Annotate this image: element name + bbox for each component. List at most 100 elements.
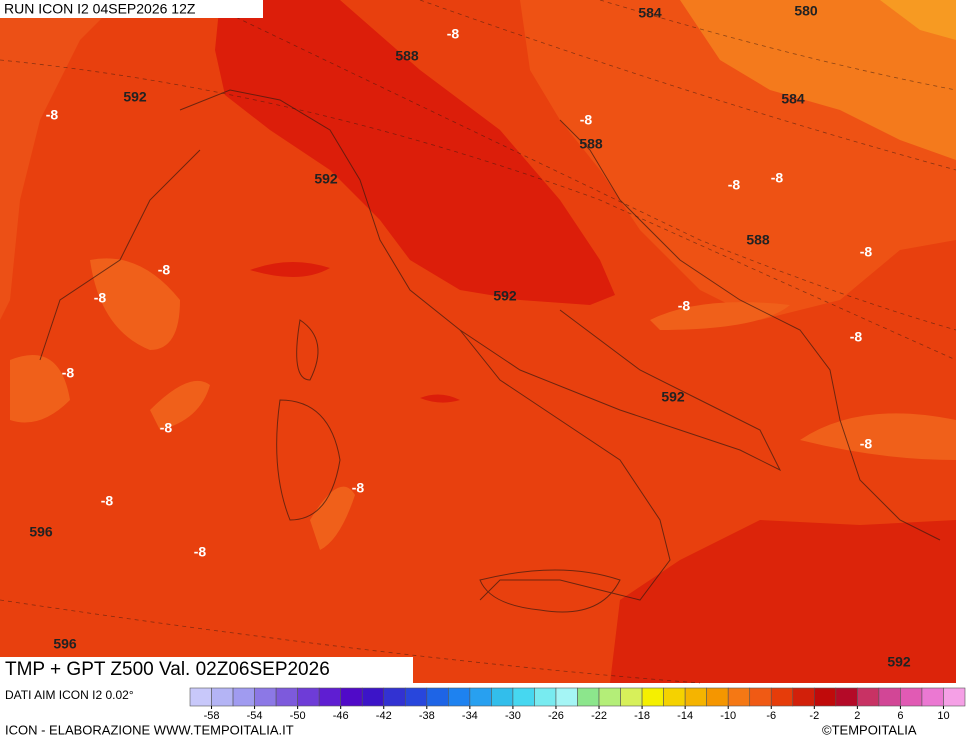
contour-label: -8 xyxy=(194,544,207,560)
colorbar-swatch xyxy=(706,687,729,707)
colorbar-tick-label: -54 xyxy=(247,710,263,722)
contour-label: -8 xyxy=(62,365,75,381)
hot-region xyxy=(250,261,330,278)
colorbar-swatch xyxy=(469,687,492,707)
colorbar-swatch xyxy=(426,687,449,707)
colorbar-swatch xyxy=(620,687,643,707)
colorbar-tick-label: -22 xyxy=(591,710,607,722)
contour-label: -8 xyxy=(46,107,59,123)
colorbar-tick-label: -2 xyxy=(809,710,819,722)
colorbar-swatch xyxy=(297,687,320,707)
contour-label: -8 xyxy=(860,436,873,452)
colorbar-tick-label: -38 xyxy=(419,710,435,722)
colorbar-swatch xyxy=(232,687,255,707)
cool-patch xyxy=(650,302,790,330)
colorbar-swatch xyxy=(727,687,751,707)
colorbar-swatch xyxy=(189,687,212,707)
run-label: RUN ICON I2 04SEP2026 12Z xyxy=(4,1,196,17)
colorbar-tick-label: -14 xyxy=(677,710,693,722)
contour-label: 588 xyxy=(579,136,603,152)
colorbar-swatch xyxy=(900,687,923,707)
contour-label: -8 xyxy=(101,493,114,509)
contour-label: 584 xyxy=(638,5,662,21)
colorbar-swatch xyxy=(491,687,514,707)
contour-label: 592 xyxy=(314,171,338,187)
colorbar-swatch xyxy=(684,687,707,707)
colorbar-swatch xyxy=(770,687,794,707)
contour-label: -8 xyxy=(850,329,863,345)
contour-label: -8 xyxy=(678,298,691,314)
colorbar-tick-label: -50 xyxy=(290,710,306,722)
isohypses xyxy=(0,0,957,684)
contour-labels: 584 580 588 592 -8 -8 584 -8 588 592 -8 -8 588 -8 -8 -8… xyxy=(29,3,911,670)
colorbar-swatch xyxy=(577,687,600,707)
contour-label: -8 xyxy=(771,170,784,186)
title-box xyxy=(0,657,413,683)
colorbar-swatch xyxy=(340,687,363,707)
copyright-label: ©TEMPOITALIA xyxy=(822,722,917,737)
contour-label: 596 xyxy=(53,636,77,652)
colorbar-tick-label: -58 xyxy=(204,710,220,722)
colorbar-swatch xyxy=(921,687,944,707)
warm-region xyxy=(0,0,120,320)
contour-label: -8 xyxy=(580,112,593,128)
credit-label: ICON - ELABORAZIONE WWW.TEMPOITALIA.IT xyxy=(5,722,294,737)
hot-region xyxy=(215,0,615,305)
contour-label: 588 xyxy=(395,48,419,64)
contour-label: 592 xyxy=(661,389,685,405)
colorbar-swatch xyxy=(404,687,428,707)
colorbar-swatch xyxy=(211,687,234,707)
colorbar-tick-label: -42 xyxy=(376,710,392,722)
hot-region xyxy=(420,394,460,403)
colorbar-tick-label: 2 xyxy=(854,710,860,722)
contour-label: -8 xyxy=(158,262,171,278)
colorbar-swatch xyxy=(641,687,664,707)
contour-label: 592 xyxy=(123,89,147,105)
cool-patch xyxy=(310,486,355,550)
contour-label: -8 xyxy=(94,290,107,306)
warm-region xyxy=(680,0,956,160)
colorbar-swatch xyxy=(749,687,772,707)
colorbar-swatch xyxy=(857,687,880,707)
colorbar-tick-label: -26 xyxy=(548,710,564,722)
colorbar-swatch xyxy=(383,687,406,707)
colorbar-swatch xyxy=(663,687,686,707)
contour-label: 592 xyxy=(887,654,911,670)
contour-label: -8 xyxy=(728,177,741,193)
colorbar-tick-label: 10 xyxy=(937,710,949,722)
map-title: TMP + GPT Z500 Val. 02Z06SEP2026 xyxy=(5,659,330,680)
colorbar-swatch xyxy=(254,687,277,707)
contour-label: 584 xyxy=(781,91,805,107)
colorbar-tick-label: -6 xyxy=(766,710,776,722)
colorbar-swatch xyxy=(943,687,966,707)
colorbar-swatch xyxy=(448,687,471,707)
colorbar-swatch xyxy=(792,687,815,707)
hot-region xyxy=(610,520,956,683)
colorbar-swatch xyxy=(318,687,341,707)
colorbar-tick-label: 6 xyxy=(897,710,903,722)
colorbar-swatch xyxy=(275,687,298,707)
colorbar-swatch xyxy=(814,687,837,707)
colorbar-swatch xyxy=(878,687,901,707)
colorbar-swatch xyxy=(512,687,535,707)
cool-patch xyxy=(10,355,70,423)
contour-label: 588 xyxy=(746,232,770,248)
source-label: DATI AIM ICON I2 0.02° xyxy=(5,688,134,702)
coastlines xyxy=(39,89,941,613)
contour-label: -8 xyxy=(160,420,173,436)
contour-label: -8 xyxy=(352,480,365,496)
header-box xyxy=(0,0,263,18)
colorbar-tick-label: -10 xyxy=(720,710,736,722)
colorbar-swatch xyxy=(361,687,385,707)
colorbar-tick-label: -18 xyxy=(634,710,650,722)
colorbar: -58 -54 -50 -46 -42 -38 -34 -30 -26 -22 -18 -14 -10-… xyxy=(189,687,966,722)
colorbar-swatch xyxy=(534,687,557,707)
contour-label: 596 xyxy=(29,524,53,540)
warm-region xyxy=(880,0,956,40)
colorbar-swatch xyxy=(835,687,858,707)
cool-patch xyxy=(150,380,210,430)
cool-patch xyxy=(90,258,180,350)
colorbar-tick-label: -30 xyxy=(505,710,521,722)
